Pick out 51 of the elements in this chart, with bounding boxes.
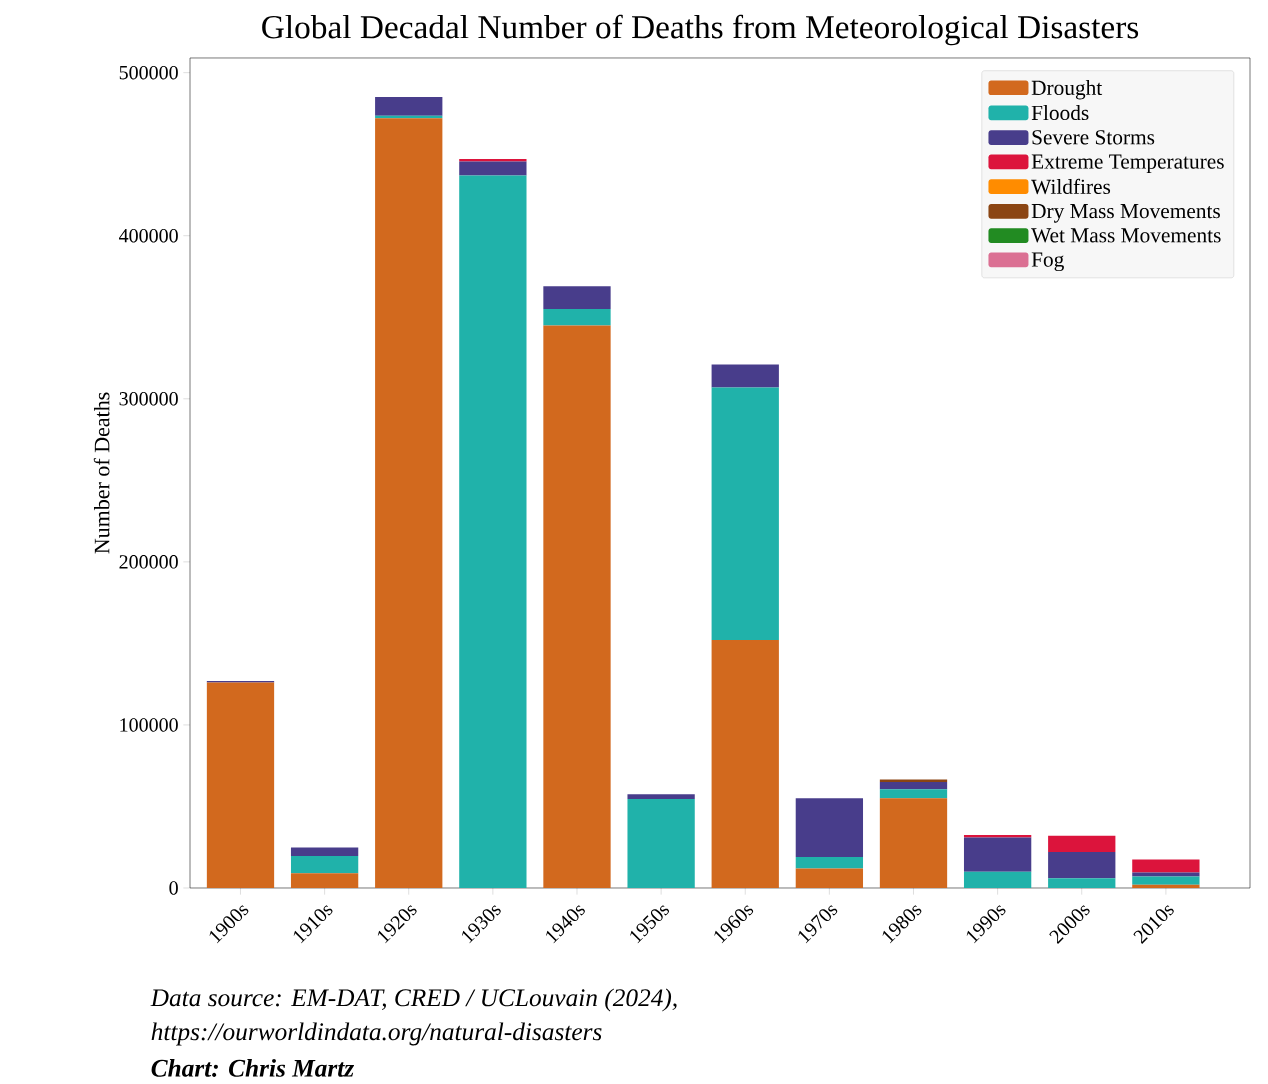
text: Chart: Chris Martz xyxy=(151,1059,355,1077)
bar xyxy=(290,873,359,888)
bar xyxy=(1048,878,1116,888)
bar xyxy=(879,781,948,790)
y-tick-label: 300000 xyxy=(119,392,178,406)
bar xyxy=(963,871,1032,888)
bar xyxy=(1048,852,1116,879)
bar xyxy=(543,309,611,326)
chart-title: Global Decadal Number of Deaths from Meteorological Disasters xyxy=(262,14,1139,46)
bar xyxy=(459,175,527,888)
bar xyxy=(711,640,779,888)
bar xyxy=(543,286,611,310)
bar xyxy=(375,118,443,888)
bar xyxy=(795,857,864,869)
bar xyxy=(459,161,527,176)
y-axis-title: Number of Deaths xyxy=(93,392,110,554)
y-tick-label: 500000 xyxy=(119,65,178,80)
legend-label: Drought xyxy=(1031,80,1103,100)
bar xyxy=(879,798,948,888)
bar xyxy=(1132,876,1200,885)
bar xyxy=(1048,835,1116,853)
bar xyxy=(290,847,359,857)
y-tick-label: 200000 xyxy=(119,555,178,569)
bar xyxy=(290,856,359,874)
legend-label: Wildfires xyxy=(1031,178,1111,195)
bar xyxy=(795,798,864,857)
legend-label: Dry Mass Movements xyxy=(1031,204,1220,223)
bar xyxy=(711,364,779,388)
legend-label: Severe Storms xyxy=(1032,130,1155,145)
text: https://ourworldindata.org/natural-disasters xyxy=(151,1022,602,1046)
bar xyxy=(963,837,1032,872)
legend-label: Wet Mass Movements xyxy=(1031,228,1221,243)
bar xyxy=(1132,884,1200,888)
y-tick-label: 100000 xyxy=(120,718,178,732)
legend-label: Extreme Temperatures xyxy=(1031,154,1224,174)
bar xyxy=(1132,859,1200,873)
bar xyxy=(1132,872,1200,877)
bar xyxy=(711,387,779,641)
y-tick-label: 0 xyxy=(169,881,178,895)
y-tick-label: 400000 xyxy=(119,228,178,243)
bar xyxy=(543,325,611,888)
bar xyxy=(627,794,695,800)
bar xyxy=(206,682,275,888)
bar xyxy=(879,789,948,799)
bar xyxy=(375,97,443,116)
legend-label: Floods xyxy=(1031,105,1089,121)
legend-label: Fog xyxy=(1031,252,1064,272)
bar xyxy=(459,159,527,162)
source-note: Data source: EM-DAT, CRED / UCLouvain (2024), xyxy=(150,988,677,1012)
bar xyxy=(795,868,864,888)
bar xyxy=(627,799,695,888)
